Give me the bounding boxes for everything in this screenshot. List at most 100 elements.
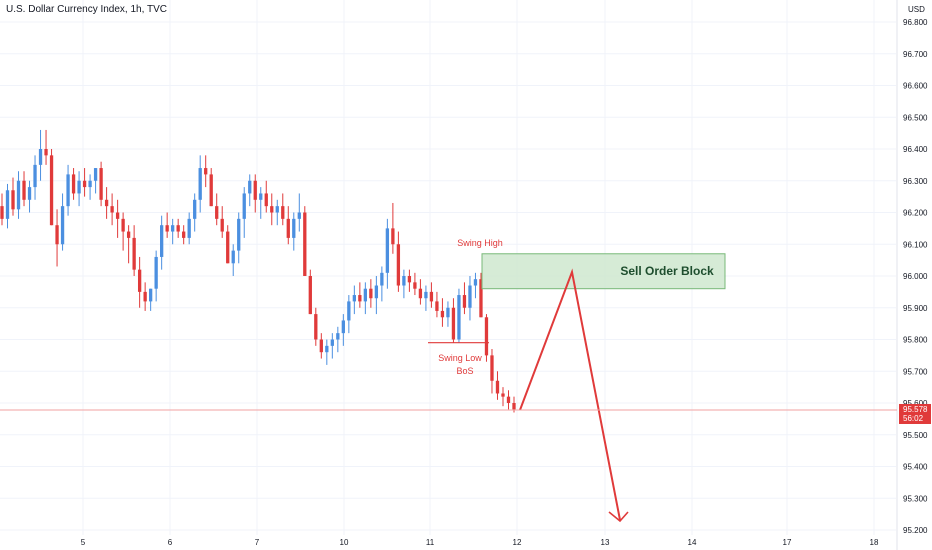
candle-body bbox=[446, 307, 450, 318]
projection-path bbox=[519, 268, 621, 521]
candle-body bbox=[209, 174, 213, 207]
candle-body bbox=[49, 155, 54, 226]
candle-body bbox=[11, 190, 15, 210]
y-tick-label: 96.500 bbox=[903, 113, 928, 122]
candle-body bbox=[325, 345, 329, 353]
candle-body bbox=[385, 228, 390, 273]
candle-body bbox=[319, 339, 323, 353]
candle-body bbox=[424, 291, 428, 299]
candle-body bbox=[132, 237, 136, 270]
y-tick-label: 95.400 bbox=[903, 463, 928, 472]
candle-body bbox=[77, 180, 81, 194]
last-price-marker: 95.578 56:02 bbox=[0, 403, 931, 424]
x-tick-label: 12 bbox=[513, 538, 522, 547]
candle-body bbox=[38, 149, 43, 165]
last-price-text: 95.578 bbox=[903, 405, 928, 414]
sell-order-block-label: Sell Order Block bbox=[620, 264, 714, 278]
candle-body bbox=[369, 288, 373, 299]
y-tick-label: 96.200 bbox=[903, 209, 928, 218]
y-tick-labels: 96.800 96.700 96.600 96.500 96.400 96.300 96.2… bbox=[903, 18, 928, 535]
price-axis: USD bbox=[896, 0, 925, 550]
candle-body bbox=[336, 333, 340, 340]
candle-body bbox=[182, 231, 186, 238]
candle-body bbox=[396, 244, 401, 286]
last-price-box bbox=[899, 403, 931, 424]
y-tick-label: 95.900 bbox=[903, 304, 928, 313]
candle-body bbox=[468, 285, 472, 308]
candle-body bbox=[143, 291, 147, 302]
candle-body bbox=[347, 301, 351, 321]
candle-body bbox=[226, 231, 230, 264]
chart-title: U.S. Dollar Currency Index, 1h, TVC bbox=[6, 4, 167, 15]
candle-body bbox=[451, 307, 456, 340]
bos-label: BoS bbox=[456, 366, 473, 376]
swing-high-label: Swing High bbox=[457, 238, 503, 248]
x-tick-label: 17 bbox=[783, 538, 792, 547]
candle-body bbox=[270, 206, 274, 213]
candle-body bbox=[314, 314, 318, 340]
y-tick-label: 96.300 bbox=[903, 177, 928, 186]
candle-body bbox=[440, 310, 445, 318]
candle-body bbox=[341, 320, 345, 334]
candle-body bbox=[501, 393, 505, 397]
candle-body bbox=[231, 250, 235, 264]
y-tick-label: 95.300 bbox=[903, 494, 928, 503]
candle-body bbox=[0, 206, 4, 219]
candle-body bbox=[429, 291, 434, 302]
candle-body bbox=[237, 218, 241, 251]
candle-body bbox=[281, 206, 285, 219]
x-tick-label: 13 bbox=[601, 538, 610, 547]
candle-body bbox=[204, 168, 208, 175]
y-tick-label: 96.400 bbox=[903, 145, 928, 154]
candle-body bbox=[292, 218, 296, 238]
candle-body bbox=[253, 180, 257, 200]
candle-body bbox=[104, 199, 109, 207]
candle-body bbox=[115, 212, 120, 219]
candle-body bbox=[286, 218, 290, 238]
candle-body bbox=[110, 206, 114, 213]
candle-body bbox=[490, 355, 494, 381]
x-tick-label: 6 bbox=[168, 538, 173, 547]
candle-body bbox=[220, 218, 224, 232]
candle-body bbox=[137, 269, 142, 292]
y-tick-label: 96.700 bbox=[903, 50, 928, 59]
candle-body bbox=[93, 168, 98, 181]
candle-body bbox=[418, 288, 423, 299]
candle-body bbox=[358, 295, 362, 302]
candle-body bbox=[391, 228, 395, 245]
candle-body bbox=[99, 168, 103, 200]
candle-body bbox=[82, 180, 87, 188]
candle-body bbox=[176, 225, 180, 232]
candle-body bbox=[193, 199, 197, 219]
candle-body bbox=[215, 206, 219, 219]
sell-order-block-zone: Sell Order Block bbox=[481, 253, 726, 290]
candle-body bbox=[121, 218, 125, 232]
candle-body bbox=[88, 180, 92, 188]
candle-body bbox=[165, 225, 169, 232]
candle-body bbox=[363, 288, 368, 302]
countdown-text: 56:02 bbox=[903, 414, 924, 423]
candle-body bbox=[308, 276, 312, 315]
y-tick-label: 95.700 bbox=[903, 367, 928, 376]
y-tick-label: 95.200 bbox=[903, 526, 928, 535]
candle-body bbox=[154, 256, 158, 289]
candle-body bbox=[457, 295, 461, 340]
candle-body bbox=[506, 396, 511, 403]
candles bbox=[0, 129, 516, 413]
candle-body bbox=[71, 174, 76, 194]
candle-body bbox=[259, 193, 263, 200]
x-tick-label: 5 bbox=[81, 538, 86, 547]
y-tick-label: 95.500 bbox=[903, 431, 928, 440]
candle-body bbox=[5, 190, 10, 219]
candle-body bbox=[22, 180, 26, 200]
candle-body bbox=[374, 285, 379, 299]
candle-body bbox=[160, 225, 164, 257]
candle-body bbox=[484, 317, 489, 356]
candle-body bbox=[352, 295, 356, 302]
candle-body bbox=[16, 180, 21, 210]
candle-body bbox=[407, 276, 412, 283]
candle-body bbox=[495, 380, 500, 394]
annotations: Swing High Swing Low BoS bbox=[428, 238, 629, 523]
candle-body bbox=[60, 206, 65, 245]
